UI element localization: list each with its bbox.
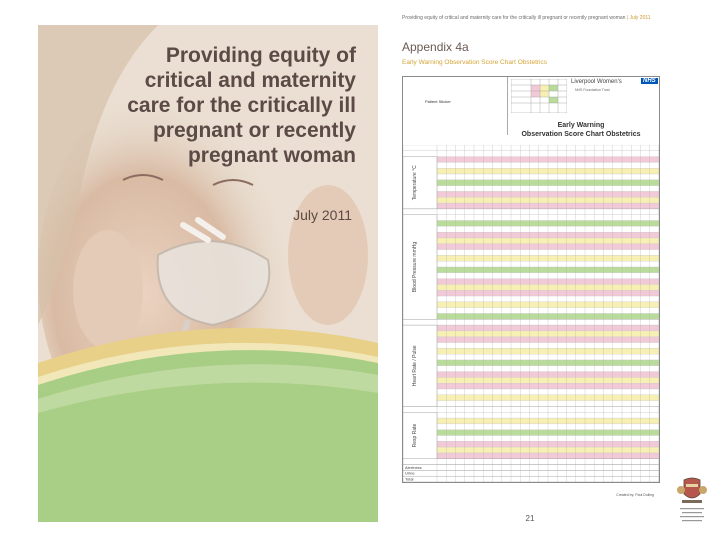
hospital-name: Liverpool Women's [571,79,622,85]
section-label: Heart Rate / Pulse [412,345,418,386]
grid-row [403,145,659,151]
footer-row-label: Alertness [405,465,422,470]
score-row [403,458,659,465]
chart-heading-line: Early Warning [557,122,605,129]
appendix-subtitle: Early Warning Observation Score Chart Ob… [402,59,547,66]
running-header: Providing equity of critical and materni… [402,15,660,21]
section-label-cell [403,156,438,210]
footer-row-label: Total [405,477,414,482]
cover-title-line: pregnant woman [187,144,356,167]
score-row [403,406,659,413]
nhs-logo: NHS [641,78,658,84]
cover-title-line: Providing equity of [165,44,356,67]
cover-title: Providing equity of critical and materni… [96,43,356,168]
running-header-text: Providing equity of critical and materni… [402,15,626,21]
appendix-title: Appendix 4a [402,40,469,54]
chart-credit: Created by: Paul Dolling [616,493,654,497]
score-row [403,319,659,326]
chart-header-panel: Patient Sticker Liverpool Women's [403,77,659,146]
score-key-table [511,79,567,113]
page-number: 21 [525,514,535,523]
footer-row [403,464,659,471]
grid-row [403,150,659,157]
chart-heading: Early Warning Observation Score Chart Ob… [511,121,651,139]
report-cover: Providing equity of critical and materni… [38,25,378,522]
coat-of-arms-logo [677,477,707,522]
patient-sticker-label: Patient Sticker [425,99,451,104]
chart-heading-line: Observation Score Chart Obstetrics [521,131,641,138]
section-label-cell [403,214,438,320]
observation-grid: Temperature °C Blood Pressure mmHg Heart R… [403,145,659,482]
appendix-page: Providing equity of critical and materni… [396,10,664,537]
running-header-date: | July 2011 [626,15,651,21]
cover-title-line: care for the critically ill [127,94,356,117]
patient-sticker-box: Patient Sticker [403,77,508,135]
cover-date: July 2011 [293,207,352,223]
observation-score-chart: Patient Sticker Liverpool Women's [402,76,660,483]
section-label: Temperature °C [412,165,418,200]
footer-row [403,475,659,482]
hospital-trust-label: NHS Foundation Trust [575,88,610,92]
score-row [403,208,659,215]
cover-title-line: pregnant or recently [152,119,356,142]
section-label: Blood Pressure mmHg [412,242,418,293]
section-label-cell [403,412,438,459]
cover-title-line: critical and maternity [144,69,356,92]
section-label-cell [403,324,438,407]
cover-photo [38,25,378,522]
footer-row [403,470,659,477]
footer-row-label: Urine [405,471,415,476]
section-label: Resp Rate [412,423,418,447]
